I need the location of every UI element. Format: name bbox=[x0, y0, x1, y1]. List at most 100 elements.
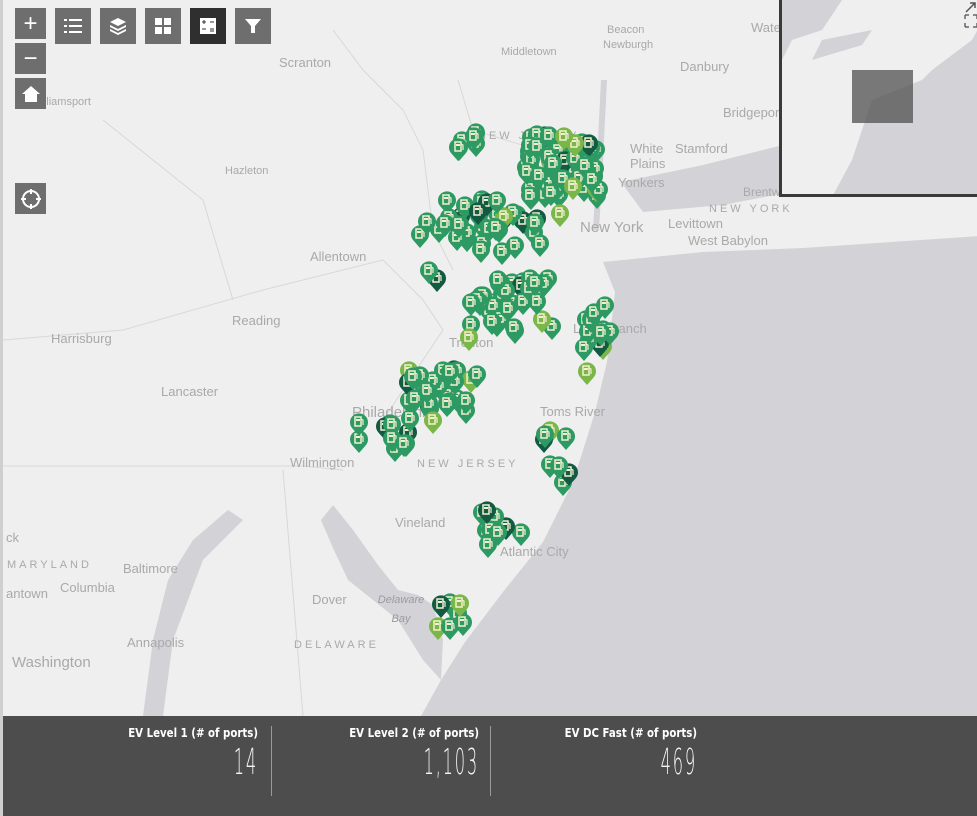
ev-station-marker[interactable] bbox=[505, 235, 525, 260]
stat-ev-level-2: EV Level 2 (# of ports) 1,103 bbox=[259, 726, 479, 783]
charging-station-icon bbox=[450, 215, 469, 239]
overview-map[interactable] bbox=[779, 0, 977, 197]
place-label: Reading bbox=[232, 313, 281, 328]
locate-button[interactable] bbox=[15, 183, 46, 214]
charging-station-icon bbox=[526, 273, 545, 296]
basemap-gallery-button[interactable] bbox=[145, 8, 181, 44]
ev-station-marker[interactable] bbox=[467, 364, 487, 389]
ev-station-marker[interactable] bbox=[403, 366, 423, 391]
ev-station-marker[interactable] bbox=[471, 239, 491, 264]
ev-station-marker[interactable] bbox=[419, 260, 439, 285]
arrow-icon bbox=[965, 2, 976, 13]
ev-station-marker[interactable] bbox=[549, 455, 569, 480]
layers-button[interactable] bbox=[100, 8, 136, 44]
ev-station-marker[interactable] bbox=[511, 522, 531, 547]
ev-station-marker[interactable] bbox=[450, 593, 470, 618]
ev-station-marker[interactable] bbox=[437, 393, 457, 418]
stat-value: 14 bbox=[233, 742, 258, 783]
ev-station-marker[interactable] bbox=[527, 291, 547, 316]
overview-arrow-button[interactable] bbox=[964, 0, 977, 13]
place-label: antown bbox=[6, 586, 48, 601]
place-label: White Plains bbox=[630, 141, 666, 171]
charging-station-icon bbox=[557, 427, 576, 450]
ev-station-marker[interactable] bbox=[574, 337, 594, 362]
home-icon bbox=[21, 85, 40, 102]
ev-station-marker[interactable] bbox=[488, 522, 508, 547]
charging-station-icon bbox=[483, 312, 502, 335]
ev-station-marker[interactable] bbox=[539, 125, 559, 150]
ev-station-marker[interactable] bbox=[582, 169, 602, 194]
overview-extent-box[interactable] bbox=[852, 70, 913, 123]
basemap-gallery-icon bbox=[155, 18, 171, 34]
ev-station-marker[interactable] bbox=[487, 190, 507, 215]
charging-station-icon bbox=[478, 501, 497, 525]
zoom-in-button[interactable]: + bbox=[15, 8, 46, 39]
ev-station-marker[interactable] bbox=[405, 388, 425, 413]
stat-title: EV DC Fast (# of ports) bbox=[564, 726, 697, 740]
layers-icon bbox=[110, 18, 126, 35]
place-label: Allentown bbox=[310, 249, 367, 264]
place-label: Wate bbox=[751, 20, 781, 35]
divider bbox=[490, 726, 491, 796]
ev-station-marker[interactable] bbox=[488, 269, 508, 294]
overview-expand-button[interactable] bbox=[964, 14, 977, 28]
ev-station-marker[interactable] bbox=[423, 410, 443, 435]
place-label: Atlantic City bbox=[500, 544, 569, 559]
ev-station-marker[interactable] bbox=[464, 126, 484, 151]
map-view[interactable]: Scranton Williamsport Hazleton Middletow… bbox=[0, 0, 977, 716]
ev-station-marker[interactable] bbox=[591, 322, 611, 347]
charging-station-icon bbox=[436, 214, 455, 237]
ev-station-marker[interactable] bbox=[535, 424, 555, 449]
ev-station-marker[interactable] bbox=[449, 137, 469, 162]
ev-station-marker[interactable] bbox=[525, 272, 545, 297]
ev-station-marker[interactable] bbox=[525, 212, 545, 237]
ev-station-marker[interactable] bbox=[577, 361, 597, 386]
ev-station-marker[interactable] bbox=[478, 534, 498, 559]
ev-station-marker[interactable] bbox=[543, 153, 563, 178]
ev-station-marker[interactable] bbox=[461, 292, 481, 317]
legend-button[interactable] bbox=[55, 8, 91, 44]
place-label: Yonkers bbox=[618, 175, 665, 190]
ev-station-marker[interactable] bbox=[595, 295, 615, 320]
ev-station-marker[interactable] bbox=[486, 217, 506, 242]
ev-station-marker[interactable] bbox=[459, 327, 479, 352]
ev-station-marker[interactable] bbox=[431, 594, 451, 619]
ev-station-marker[interactable] bbox=[541, 182, 561, 207]
place-label: West Babylon bbox=[688, 233, 768, 248]
place-label: Dover bbox=[312, 592, 347, 607]
measure-button[interactable] bbox=[190, 8, 226, 44]
ev-station-marker[interactable] bbox=[554, 126, 574, 151]
ev-station-marker[interactable] bbox=[520, 185, 540, 210]
ev-station-marker[interactable] bbox=[550, 203, 570, 228]
ev-station-marker[interactable] bbox=[527, 136, 547, 161]
home-button[interactable] bbox=[15, 78, 46, 109]
ev-station-marker[interactable] bbox=[498, 298, 518, 323]
ev-station-marker[interactable] bbox=[530, 233, 550, 258]
ev-station-marker[interactable] bbox=[349, 412, 369, 437]
ev-station-marker[interactable] bbox=[529, 165, 549, 190]
ev-station-marker[interactable] bbox=[453, 612, 473, 637]
ev-station-marker[interactable] bbox=[532, 309, 552, 334]
ev-station-marker[interactable] bbox=[492, 241, 512, 266]
place-label: Washington bbox=[12, 654, 91, 671]
ev-station-marker[interactable] bbox=[400, 408, 420, 433]
ev-station-marker[interactable] bbox=[468, 201, 488, 226]
ev-station-marker[interactable] bbox=[394, 433, 414, 458]
ev-station-marker[interactable] bbox=[435, 213, 455, 238]
ev-station-marker[interactable] bbox=[477, 500, 497, 525]
zoom-out-button[interactable]: − bbox=[15, 43, 46, 74]
ev-station-marker[interactable] bbox=[417, 211, 437, 236]
ev-station-marker[interactable] bbox=[482, 311, 502, 336]
ev-station-marker[interactable] bbox=[563, 176, 583, 201]
charging-station-icon bbox=[530, 233, 549, 257]
place-label: Danbury bbox=[680, 59, 730, 74]
charging-station-icon bbox=[564, 177, 583, 200]
ev-station-marker[interactable] bbox=[556, 426, 576, 451]
charging-station-icon bbox=[457, 391, 476, 415]
ev-station-marker[interactable] bbox=[504, 317, 524, 342]
filter-button[interactable] bbox=[235, 8, 271, 44]
ev-station-marker[interactable] bbox=[579, 133, 599, 158]
ev-station-marker[interactable] bbox=[449, 214, 469, 239]
place-label: Middletown bbox=[501, 46, 557, 58]
ev-station-marker[interactable] bbox=[456, 390, 476, 415]
